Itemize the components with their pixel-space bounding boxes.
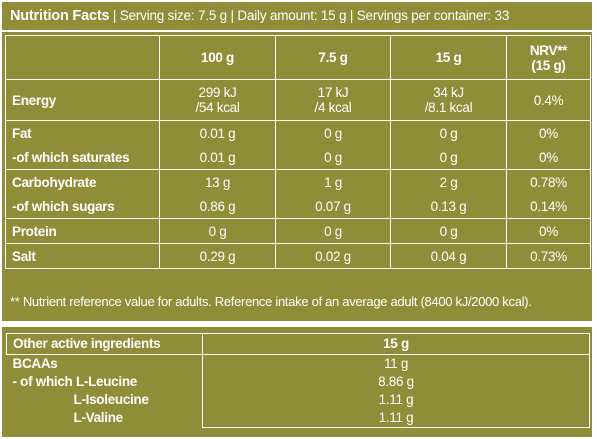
nutrition-facts-title: Nutrition Facts xyxy=(10,8,110,24)
active-row-isoleucine: L-Isoleucine 1.11 g xyxy=(7,391,590,409)
active-value: 1.11 g xyxy=(202,391,590,409)
active-value: 11 g xyxy=(202,354,590,373)
header-blank-cell xyxy=(5,35,160,80)
col-header-nrv: NRV** (15 g) xyxy=(506,35,591,80)
nutrition-facts-panel: Nutrition Facts | Serving size: 7.5 g | … xyxy=(2,2,592,321)
active-row-bcaas: BCAAs 11 g xyxy=(7,354,590,373)
row-label: -of which saturates xyxy=(5,145,160,170)
nrv-header-line2: (15 g) xyxy=(531,57,566,73)
nutrition-table: 100 g 7.5 g 15 g NRV** (15 g) Energy 299 … xyxy=(5,35,591,269)
active-row-valine: L-Valine 1.11 g xyxy=(7,409,590,428)
col-header-100g: 100 g xyxy=(159,35,276,80)
table-row-saturates: -of which saturates 0.01 g 0 g 0 g 0% xyxy=(5,145,591,170)
cell-value: 34 kJ/8.1 kcal xyxy=(390,79,507,121)
active-value: 8.86 g xyxy=(202,373,590,391)
cell-value: 0.01 g xyxy=(159,120,276,145)
cell-nrv: 0% xyxy=(506,145,591,170)
cell-nrv: 0.78% xyxy=(506,169,591,194)
energy-kcal: /54 kcal xyxy=(195,100,240,115)
table-row-protein: Protein 0 g 0 g 0 g 0% xyxy=(5,218,591,244)
cell-value: 0.13 g xyxy=(390,194,507,219)
row-label: Carbohydrate xyxy=(5,169,160,194)
nutrition-facts-header: Nutrition Facts | Serving size: 7.5 g | … xyxy=(2,2,592,32)
cell-value: 0.02 g xyxy=(275,243,391,269)
cell-value: 0 g xyxy=(275,218,391,244)
energy-kcal: /8.1 kcal xyxy=(424,100,473,115)
col-header-7-5g: 7.5 g xyxy=(275,35,391,80)
cell-nrv: 0.4% xyxy=(506,79,591,121)
nrv-header-line1: NRV** xyxy=(529,42,568,58)
cell-value: 13 g xyxy=(159,169,276,194)
table-header-row: 100 g 7.5 g 15 g NRV** (15 g) xyxy=(5,35,591,80)
cell-value: 0.07 g xyxy=(275,194,391,219)
cell-value: 0 g xyxy=(390,120,507,145)
cell-value: 0 g xyxy=(390,218,507,244)
active-header-value: 15 g xyxy=(202,333,590,355)
energy-kj: 34 kJ xyxy=(433,85,464,100)
table-row-energy: Energy 299 kJ/54 kcal 17 kJ/4 kcal 34 kJ… xyxy=(5,79,591,121)
energy-kj: 17 kJ xyxy=(317,85,349,100)
energy-kcal: /4 kcal xyxy=(314,100,352,115)
active-ingredients-panel: Other active ingredients 15 g BCAAs 11 g… xyxy=(2,327,592,437)
cell-value: 1 g xyxy=(275,169,391,194)
table-row-carbohydrate: Carbohydrate 13 g 1 g 2 g 0.78% xyxy=(5,169,591,194)
row-label: -of which sugars xyxy=(5,194,160,219)
cell-nrv: 0% xyxy=(506,120,591,145)
cell-value: 0 g xyxy=(390,145,507,170)
active-value: 1.11 g xyxy=(202,409,590,428)
active-header-row: Other active ingredients 15 g xyxy=(6,333,590,355)
active-label: BCAAs xyxy=(12,356,58,371)
row-label: Protein xyxy=(5,218,160,244)
cell-value: 0 g xyxy=(275,120,391,145)
active-label: L-Valine xyxy=(73,410,124,426)
cell-value: 0.86 g xyxy=(159,194,276,219)
cell-value: 2 g xyxy=(390,169,507,194)
nrv-footnote: ** Nutrient reference value for adults. … xyxy=(10,294,532,309)
table-row-sugars: -of which sugars 0.86 g 0.07 g 0.13 g 0.… xyxy=(5,194,591,219)
energy-kj: 299 kJ xyxy=(198,85,237,100)
cell-value: 17 kJ/4 kcal xyxy=(275,79,391,121)
cell-nrv: 0% xyxy=(506,218,591,244)
active-row-leucine: - of which L-Leucine 8.86 g xyxy=(7,373,590,391)
cell-value: 0.29 g xyxy=(159,243,276,269)
serving-details: | Serving size: 7.5 g | Daily amount: 15… xyxy=(109,8,510,23)
active-label: - of which L-Leucine xyxy=(12,374,138,389)
table-row-fat: Fat 0.01 g 0 g 0 g 0% xyxy=(5,120,591,145)
active-header-label: Other active ingredients xyxy=(6,333,203,355)
active-label: L-Isoleucine xyxy=(73,392,149,407)
row-label: Salt xyxy=(5,243,160,269)
cell-value: 299 kJ/54 kcal xyxy=(159,79,276,121)
cell-nrv: 0.14% xyxy=(506,194,591,219)
active-ingredients-table: Other active ingredients 15 g BCAAs 11 g… xyxy=(6,333,590,428)
table-row-salt: Salt 0.29 g 0.02 g 0.04 g 0.73% xyxy=(5,243,591,269)
col-header-15g: 15 g xyxy=(390,35,507,80)
cell-value: 0.01 g xyxy=(159,145,276,170)
cell-value: 0.04 g xyxy=(390,243,507,269)
cell-value: 0 g xyxy=(159,218,276,244)
row-label: Fat xyxy=(5,120,160,145)
cell-nrv: 0.73% xyxy=(506,243,591,269)
cell-value: 0 g xyxy=(275,145,391,170)
row-label: Energy xyxy=(5,79,160,121)
